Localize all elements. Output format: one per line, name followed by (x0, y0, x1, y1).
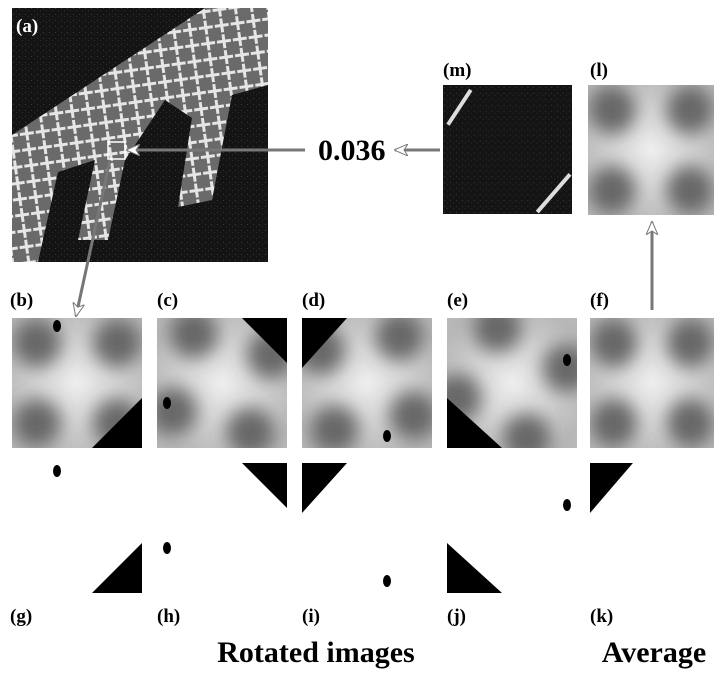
image-tile (144, 305, 301, 462)
dark-region (667, 86, 714, 134)
panel-label: (a) (16, 16, 38, 37)
blob (383, 430, 391, 442)
mask-tile (590, 463, 714, 593)
dark-region (13, 399, 61, 447)
mask-tile (447, 463, 577, 593)
panel-label: (b) (10, 290, 33, 311)
panel-label: (k) (590, 606, 613, 627)
panel-label: (e) (447, 290, 468, 311)
panel-label: (i) (302, 606, 320, 627)
blob (563, 354, 571, 366)
dark-region (667, 399, 713, 447)
dark-region (589, 166, 636, 214)
blob (53, 465, 61, 477)
blob (53, 320, 61, 332)
panel-label: (m) (443, 60, 471, 81)
panel-label: (f) (590, 290, 609, 311)
caption: Rotated images (217, 636, 414, 669)
image-tile (590, 318, 714, 448)
image-tile (425, 296, 600, 471)
image-tile (12, 318, 142, 448)
mask-tile (157, 463, 287, 593)
panel-label: (g) (10, 606, 32, 627)
mask-tile (302, 463, 432, 593)
figure: (a) 0.036 (m) (l) (b) (c) (d) (e) (f) (g… (0, 0, 714, 670)
caption: Average (602, 636, 706, 669)
panel-label: (h) (157, 606, 180, 627)
image-tile (293, 309, 441, 457)
blob (383, 575, 391, 587)
dark-region (667, 166, 714, 214)
mask-tile (12, 463, 142, 593)
dark-region (667, 319, 713, 367)
panel-label: (j) (447, 606, 466, 627)
panel-label: (l) (590, 60, 608, 81)
blob (163, 397, 171, 409)
image-tile (588, 85, 714, 215)
dark-region (589, 86, 636, 134)
blob (563, 499, 571, 511)
dark-region (591, 319, 637, 367)
panel-label: (c) (157, 290, 178, 311)
dark-region (93, 319, 141, 367)
blob (163, 542, 171, 554)
dark-region (591, 399, 637, 447)
score: 0.036 (318, 134, 386, 167)
difference-tile (443, 85, 572, 214)
panel-a-image (12, 8, 268, 262)
panel-label: (d) (302, 290, 325, 311)
